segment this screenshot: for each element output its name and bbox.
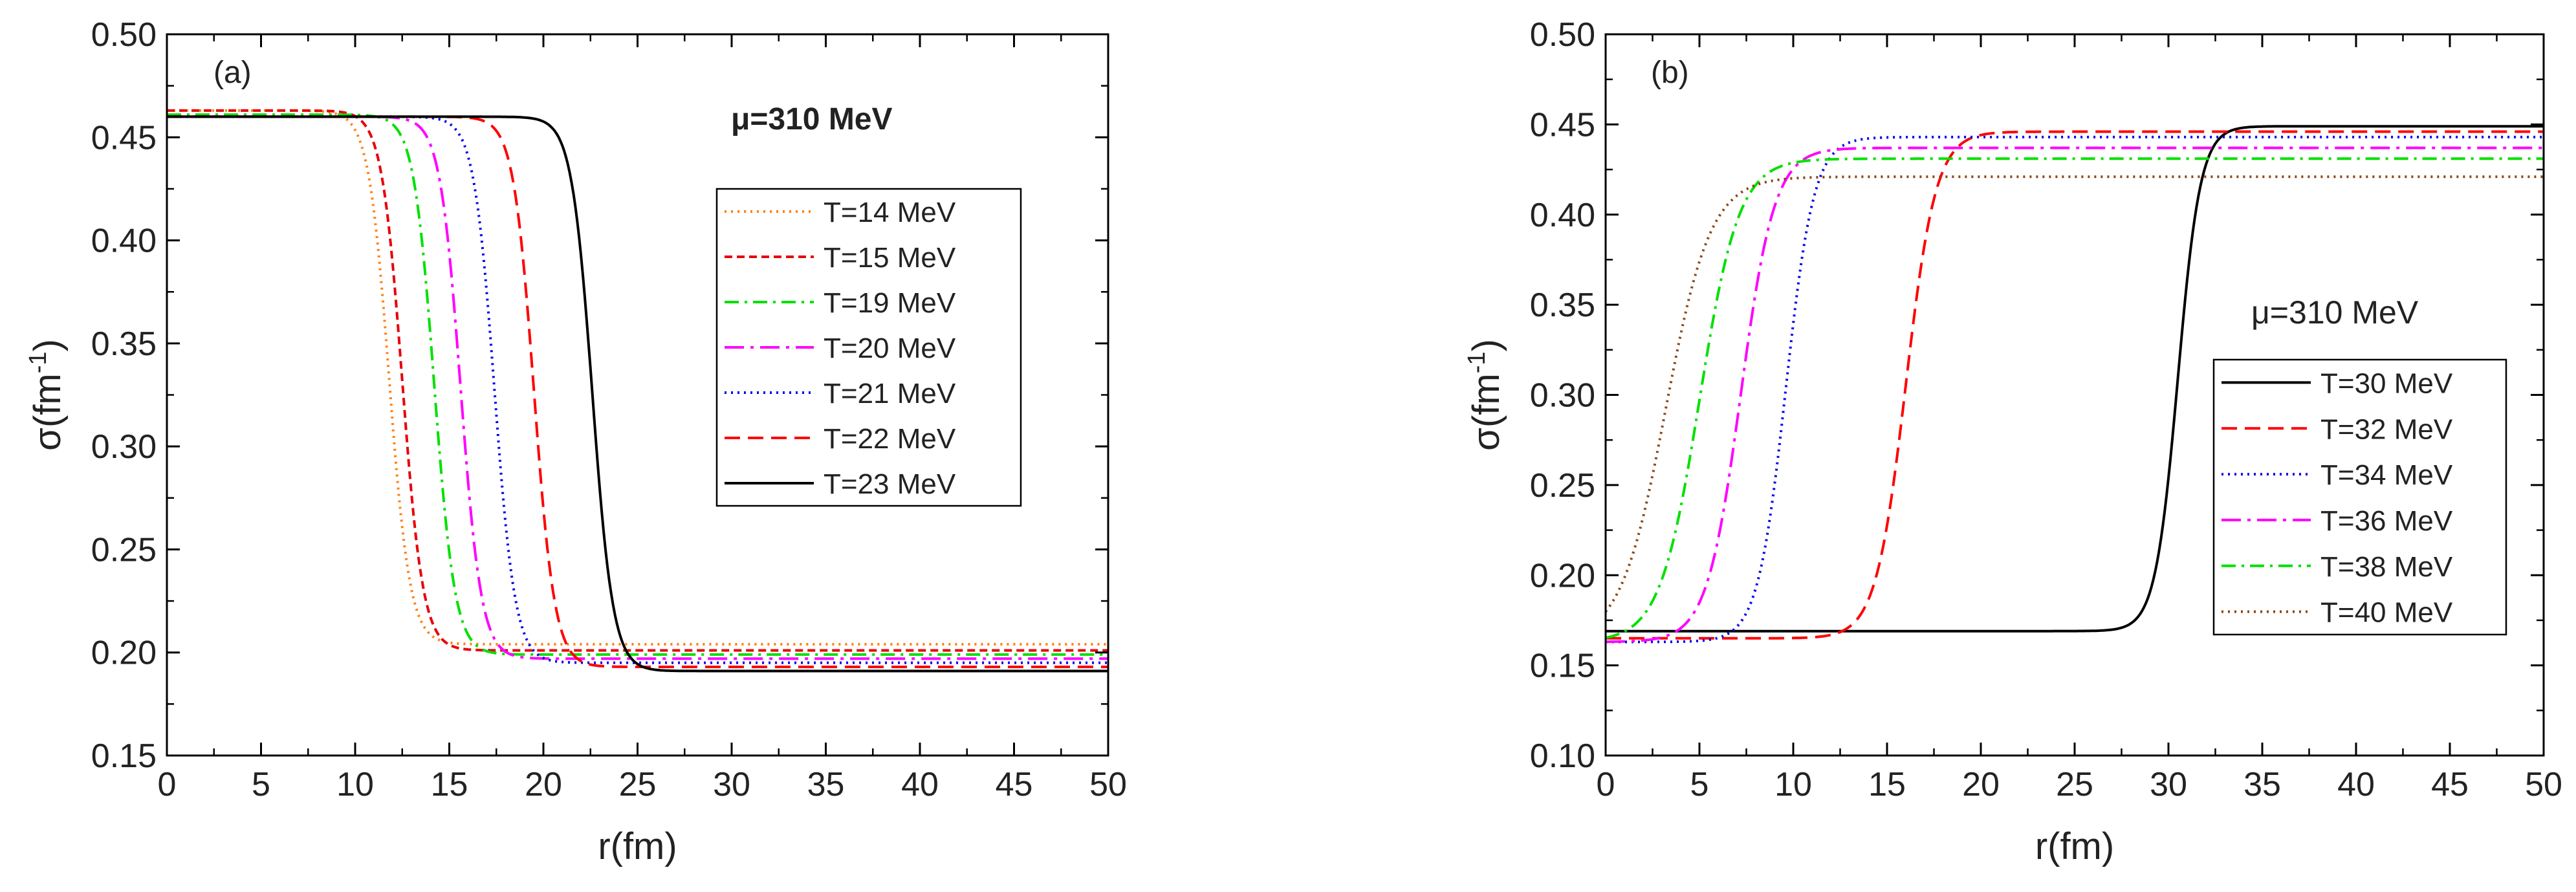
panel-label: (a)	[213, 56, 252, 90]
series-line-t-23-mev	[167, 115, 1108, 673]
legend-entry: T=19 MeV	[824, 287, 956, 319]
y-tick-label: 0.15	[91, 737, 157, 775]
legend-entry: T=38 MeV	[2320, 551, 2453, 583]
y-tick-label: 0.30	[1530, 377, 1595, 415]
x-axis-title: r(fm)	[598, 825, 677, 867]
series-line-t-19-mev	[167, 113, 1108, 656]
y-axis-title: σ(fm-1)	[25, 339, 69, 451]
series-line-t-34-mev	[1606, 135, 2544, 644]
x-tick-label: 20	[525, 766, 562, 803]
legend-entry: T=15 MeV	[824, 242, 956, 274]
x-tick-label: 35	[807, 766, 845, 803]
y-tick-label: 0.35	[91, 325, 157, 363]
series-line-t-36-mev	[1606, 146, 2544, 644]
legend-entry: T=14 MeV	[824, 197, 956, 228]
x-tick-label: 25	[619, 766, 657, 803]
x-tick-label: 40	[2337, 766, 2375, 803]
y-tick-label: 0.35	[1530, 287, 1595, 324]
x-tick-label: 5	[1690, 766, 1709, 803]
y-tick-label: 0.30	[91, 428, 157, 466]
x-tick-label: 5	[252, 766, 270, 803]
x-tick-label: 0	[158, 766, 177, 803]
x-tick-label: 40	[901, 766, 939, 803]
y-tick-label: 0.20	[1530, 557, 1595, 594]
x-tick-label: 45	[2431, 766, 2469, 803]
y-tick-label: 0.45	[1530, 106, 1595, 144]
x-tick-label: 45	[996, 766, 1033, 803]
legend-entry: T=22 MeV	[824, 423, 956, 455]
x-tick-label: 35	[2243, 766, 2281, 803]
chart-panel-a: 0 5 10 15 20 25 30 35 40 45 50 0.15 0.20 0.25 0.30 0.35…	[25, 16, 1127, 867]
x-tick-label: 25	[2056, 766, 2093, 803]
x-tick-label: 0	[1597, 766, 1615, 803]
x-tick-label: 10	[336, 766, 374, 803]
x-tick-label: 20	[1962, 766, 2000, 803]
legend-box	[2212, 358, 2507, 636]
y-tick-label: 0.40	[91, 223, 157, 260]
chart-panel-b: 0 5 10 15 20 25 30 35 40 45 50 0.10 0.15 0.20 0.25 0.30…	[1463, 16, 2562, 867]
x-tick-label: 15	[1868, 766, 1906, 803]
legend-entry: T=20 MeV	[824, 332, 956, 364]
legend-entry: T=32 MeV	[2320, 413, 2453, 445]
series-line-t-38-mev	[1606, 157, 2544, 640]
x-tick-label: 10	[1774, 766, 1812, 803]
y-axis-title: σ(fm-1)	[1463, 339, 1507, 451]
x-axis-title: r(fm)	[2035, 825, 2114, 867]
series-line-t-32-mev	[1606, 130, 2544, 640]
series-line-t-14-mev	[167, 109, 1108, 646]
y-tick-label: 0.50	[1530, 16, 1595, 54]
series-line-t-15-mev	[167, 109, 1108, 652]
y-tick-label: 0.40	[1530, 197, 1595, 234]
series-line-t-30-mev	[1606, 125, 2544, 633]
legend-entry: T=36 MeV	[2320, 505, 2453, 537]
y-tick-label: 0.25	[1530, 467, 1595, 505]
legend: T=30 MeV T=32 MeV T=34 MeV T=36 MeV T=38 MeV…	[2212, 358, 2507, 636]
y-tick-label: 0.50	[91, 16, 157, 54]
legend-entry: T=40 MeV	[2320, 597, 2453, 629]
x-tick-label: 30	[713, 766, 750, 803]
y-tick-label: 0.15	[1530, 647, 1595, 685]
legend-entry: T=21 MeV	[824, 378, 956, 409]
y-tick-label: 0.45	[91, 119, 157, 157]
legend-entry: T=30 MeV	[2320, 367, 2453, 399]
legend-entry: T=23 MeV	[824, 468, 956, 500]
legend: T=14 MeV T=15 MeV T=19 MeV T=20 MeV T=21 MeV…	[715, 188, 1022, 507]
y-tick-label: 0.10	[1530, 737, 1595, 775]
mu-annotation: μ=310 MeV	[731, 102, 893, 136]
x-tick-label: 50	[2525, 766, 2562, 803]
y-tick-label: 0.20	[91, 635, 157, 672]
series-group	[167, 109, 1108, 673]
mu-annotation: μ=310 MeV	[2251, 294, 2419, 331]
x-tick-label: 30	[2150, 766, 2187, 803]
legend-entry: T=34 MeV	[2320, 459, 2453, 491]
series-group	[1606, 125, 2544, 644]
y-tick-label: 0.25	[91, 531, 157, 569]
x-tick-label: 50	[1089, 766, 1127, 803]
series-line-t-22-mev	[167, 115, 1108, 668]
panel-label: (b)	[1651, 56, 1689, 90]
x-tick-label: 15	[431, 766, 468, 803]
series-line-t-40-mev	[1606, 175, 2544, 613]
